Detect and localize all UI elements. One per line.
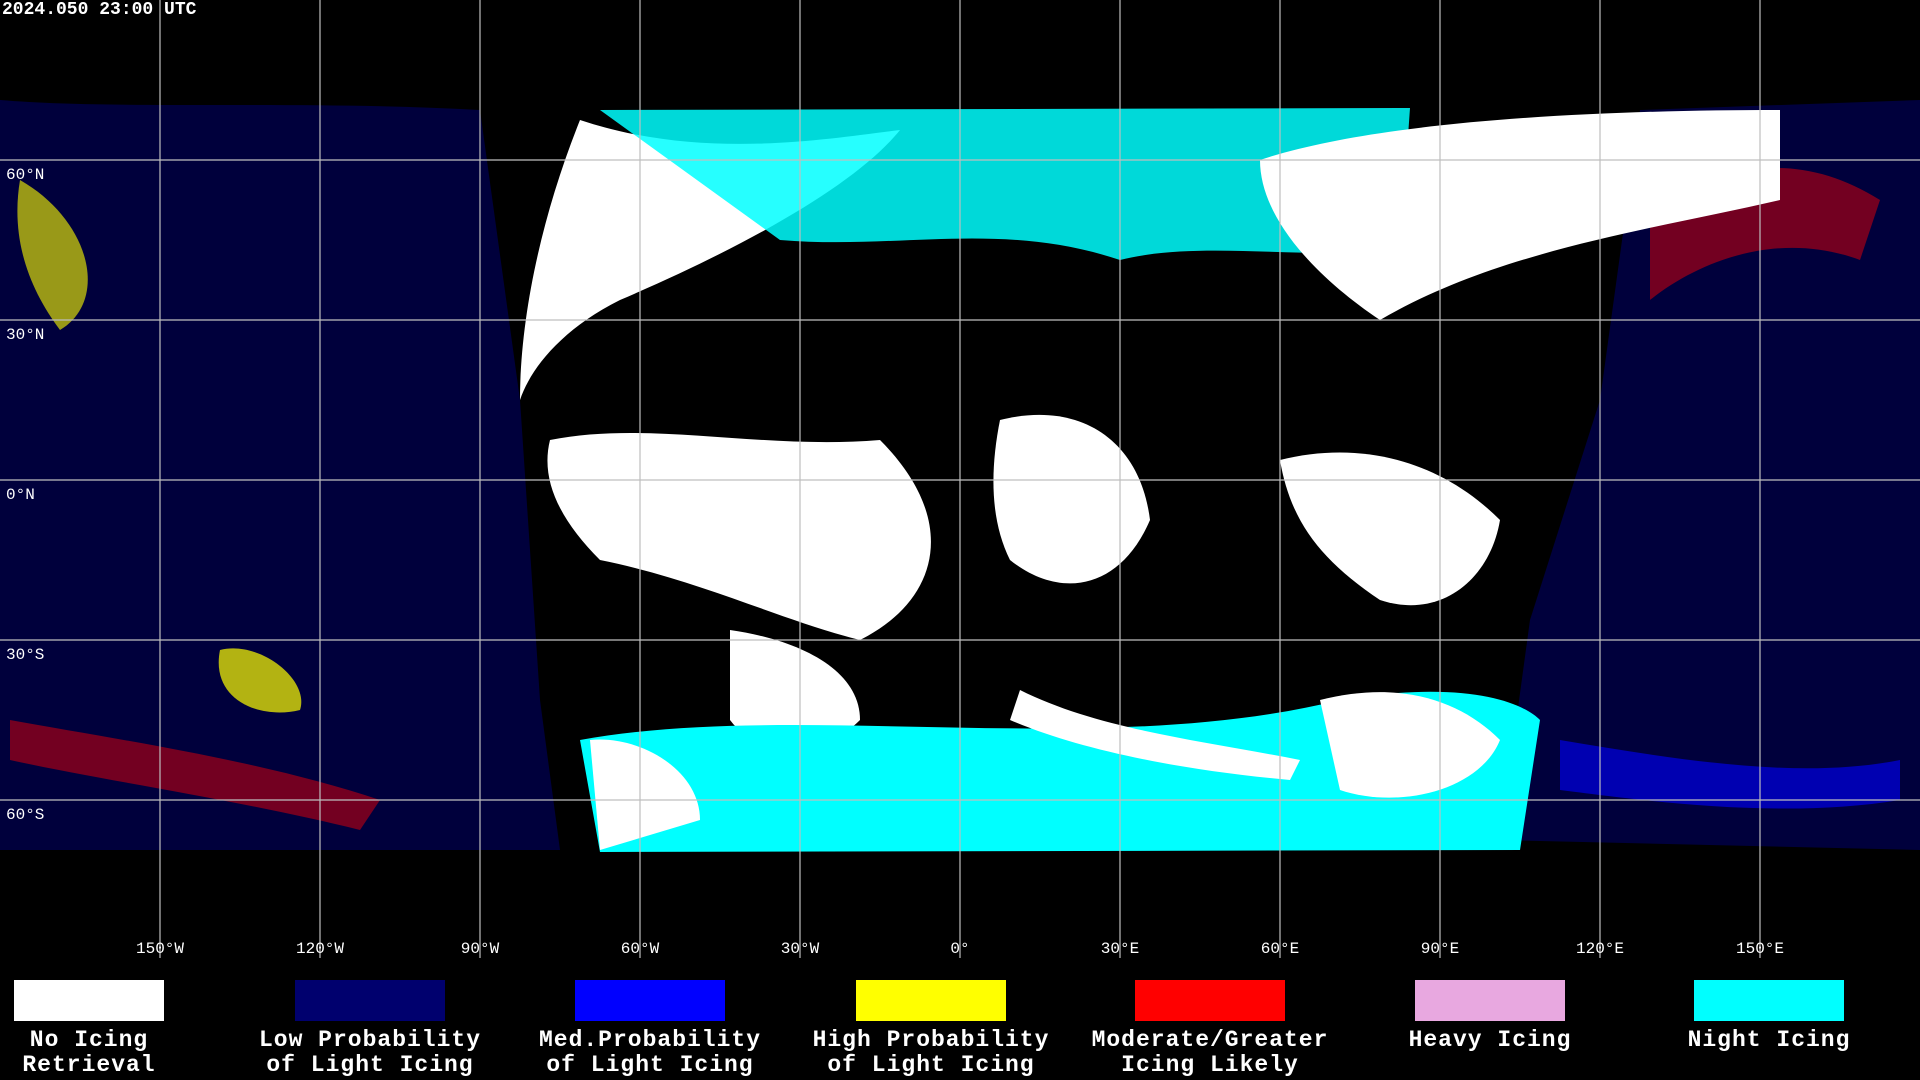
lon-label: 120°W — [296, 940, 344, 958]
legend-swatch — [14, 980, 164, 1021]
legend-label: Icing Likely — [1121, 1052, 1299, 1078]
lon-label: 120°E — [1576, 940, 1624, 958]
legend-label: Retrieval — [22, 1052, 155, 1078]
lon-label: 0° — [950, 940, 969, 958]
legend-label: High Probability — [813, 1027, 1050, 1053]
lon-label: 90°W — [461, 940, 500, 958]
legend-label: Med.Probability — [539, 1027, 761, 1053]
legend-swatch — [856, 980, 1006, 1021]
legend-label: Moderate/Greater — [1092, 1027, 1329, 1053]
legend-label: Night Icing — [1688, 1027, 1851, 1053]
legend-swatch — [1694, 980, 1844, 1021]
lat-label: 30°S — [6, 646, 44, 664]
lon-label: 30°E — [1101, 940, 1139, 958]
lon-label: 60°E — [1261, 940, 1299, 958]
cloud-decoration — [0, 100, 1920, 852]
legend-label: No Icing — [30, 1027, 148, 1053]
lon-label: 60°W — [621, 940, 660, 958]
legend-label: of Light Icing — [266, 1052, 473, 1078]
legend-label: of Light Icing — [827, 1052, 1034, 1078]
lon-label: 150°W — [136, 940, 184, 958]
legend-label: Heavy Icing — [1409, 1027, 1572, 1053]
lon-label: 150°E — [1736, 940, 1784, 958]
lon-label: 30°W — [781, 940, 820, 958]
lat-label: 60°N — [6, 166, 44, 184]
timestamp: 2024.050 23:00 UTC — [2, 0, 197, 20]
legend-swatch — [295, 980, 445, 1021]
lat-label: 30°N — [6, 326, 44, 344]
lat-label: 0°N — [6, 486, 35, 504]
legend-label: Low Probability — [259, 1027, 481, 1053]
legend-label: of Light Icing — [546, 1052, 753, 1078]
legend-swatch — [575, 980, 725, 1021]
lat-label: 60°S — [6, 806, 44, 824]
legend-swatch — [1415, 980, 1565, 1021]
lon-label: 90°E — [1421, 940, 1459, 958]
legend-swatch — [1135, 980, 1285, 1021]
